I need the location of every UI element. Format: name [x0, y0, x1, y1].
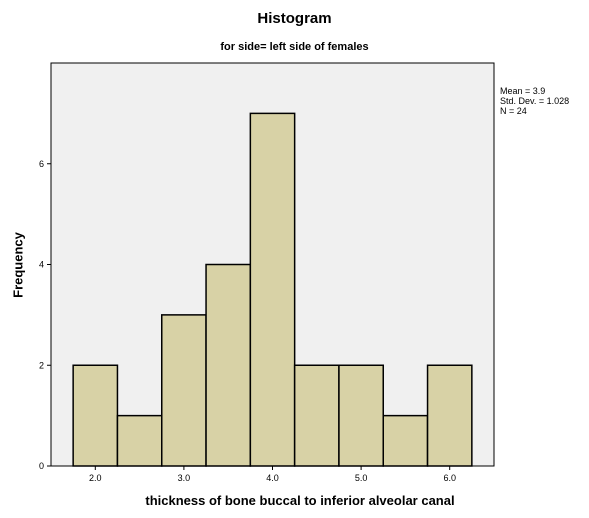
stat-mean: Mean = 3.9 [500, 86, 546, 96]
histogram-bar-3 [161, 314, 207, 467]
stat-n: N = 24 [500, 106, 527, 116]
x-axis-label: thickness of bone buccal to inferior alv… [145, 493, 455, 508]
histogram-bar-1 [72, 364, 119, 467]
chart-subtitle: for side= left side of females [220, 41, 369, 53]
x-tick-label-3.0: 3.0 [178, 473, 191, 483]
x-tick-label-6.0: 6.0 [443, 473, 456, 483]
x-tick-label-2.0: 2.0 [89, 473, 102, 483]
y-tick-label-4: 4 [39, 260, 44, 270]
histogram-bar-5 [249, 112, 296, 467]
histogram-bar-7 [338, 364, 385, 467]
y-tick-label-0: 0 [39, 461, 44, 471]
stat-std-dev: Std. Dev. = 1.028 [500, 96, 570, 106]
y-tick-label-6: 6 [39, 159, 44, 169]
stats-box: Mean = 3.9 Std. Dev. = 1.028 N = 24 [500, 86, 569, 116]
histogram-bar-9 [426, 364, 473, 467]
y-axis-label: Frequency [10, 232, 26, 298]
x-tick-label-5.0: 5.0 [355, 473, 368, 483]
histogram-bar-8 [382, 414, 429, 467]
chart-title: Histogram [257, 10, 332, 27]
y-tick-label-2: 2 [39, 360, 44, 370]
x-tick-label-4.0: 4.0 [266, 473, 279, 483]
histogram-bar-2 [116, 414, 163, 467]
histogram-bar-4 [205, 263, 252, 467]
histogram-bar-6 [293, 364, 340, 467]
